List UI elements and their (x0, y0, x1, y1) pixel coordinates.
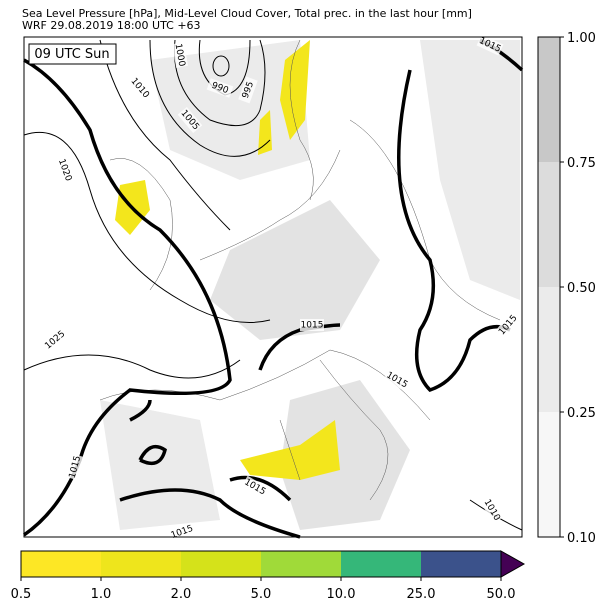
isobar-label: 1000 (173, 43, 187, 68)
colorbar-extend (500, 550, 526, 578)
colorbar-tick-label: 0.75 (567, 156, 596, 171)
isobar-label-bg (476, 34, 504, 56)
cloud-colorbar: 0.10 0.25 0.50 0.75 1.00 (537, 31, 596, 546)
colorbar-segment (261, 551, 341, 577)
colorbar-segment (421, 551, 501, 577)
isobar-label-bg (383, 368, 411, 392)
coastlines (99, 39, 501, 501)
colorbar-segment (538, 162, 560, 287)
isobar-label-bg (206, 78, 234, 98)
isobar-label: 1015 (301, 321, 324, 331)
colorbar-tick-label: 1.00 (567, 31, 596, 46)
colorbar-tick-label: 0.50 (567, 281, 596, 296)
colorbar-segment (538, 412, 560, 537)
isobar-label-bg (177, 106, 203, 134)
colorbar-segment (101, 551, 181, 577)
isobars (23, 39, 523, 531)
colorbar-tick-label: 10.0 (327, 587, 356, 602)
title: Sea Level Pressure [hPa], Mid-Level Clou… (22, 7, 472, 20)
isobar-label-bg (495, 311, 521, 339)
colorbar-tick-label: 5.0 (251, 587, 272, 602)
isobar-label-bg (238, 76, 258, 104)
subtitle: WRF 29.08.2019 18:00 UTC +63 (22, 19, 201, 32)
colorbar-tick-label: 0.10 (567, 531, 596, 546)
colorbar-segment (538, 37, 560, 162)
isobar-label-bg (241, 475, 269, 499)
map-frame (23, 36, 523, 538)
colorbar-segment (181, 551, 261, 577)
colorbar-tick-label: 2.0 (171, 587, 192, 602)
isobar-label-bg (127, 74, 153, 102)
colorbar-segment (21, 551, 101, 577)
isobar-label-bg (480, 496, 504, 524)
isobar-label-bg (172, 42, 188, 68)
colorbar-tick-label: 25.0 (407, 587, 436, 602)
colorbar-tick-label: 50.0 (487, 587, 516, 602)
precip-colorbar: 0.5 1.0 2.0 5.0 10.0 25.0 50.0 (11, 550, 526, 602)
colorbar-segment (538, 287, 560, 412)
isobar-label-bg (41, 327, 69, 353)
colorbar-tick-label: 1.0 (91, 587, 112, 602)
colorbar-tick-label: 0.5 (11, 587, 32, 602)
isobar-label-bg (300, 319, 324, 331)
colorbar-tick-label: 0.25 (567, 406, 596, 421)
time-label-box (28, 43, 117, 65)
time-label: 09 UTC Sun (34, 47, 109, 62)
isobar-label-bg (66, 453, 84, 481)
isobar-label-bg (55, 156, 75, 184)
colorbar-segment (341, 551, 421, 577)
